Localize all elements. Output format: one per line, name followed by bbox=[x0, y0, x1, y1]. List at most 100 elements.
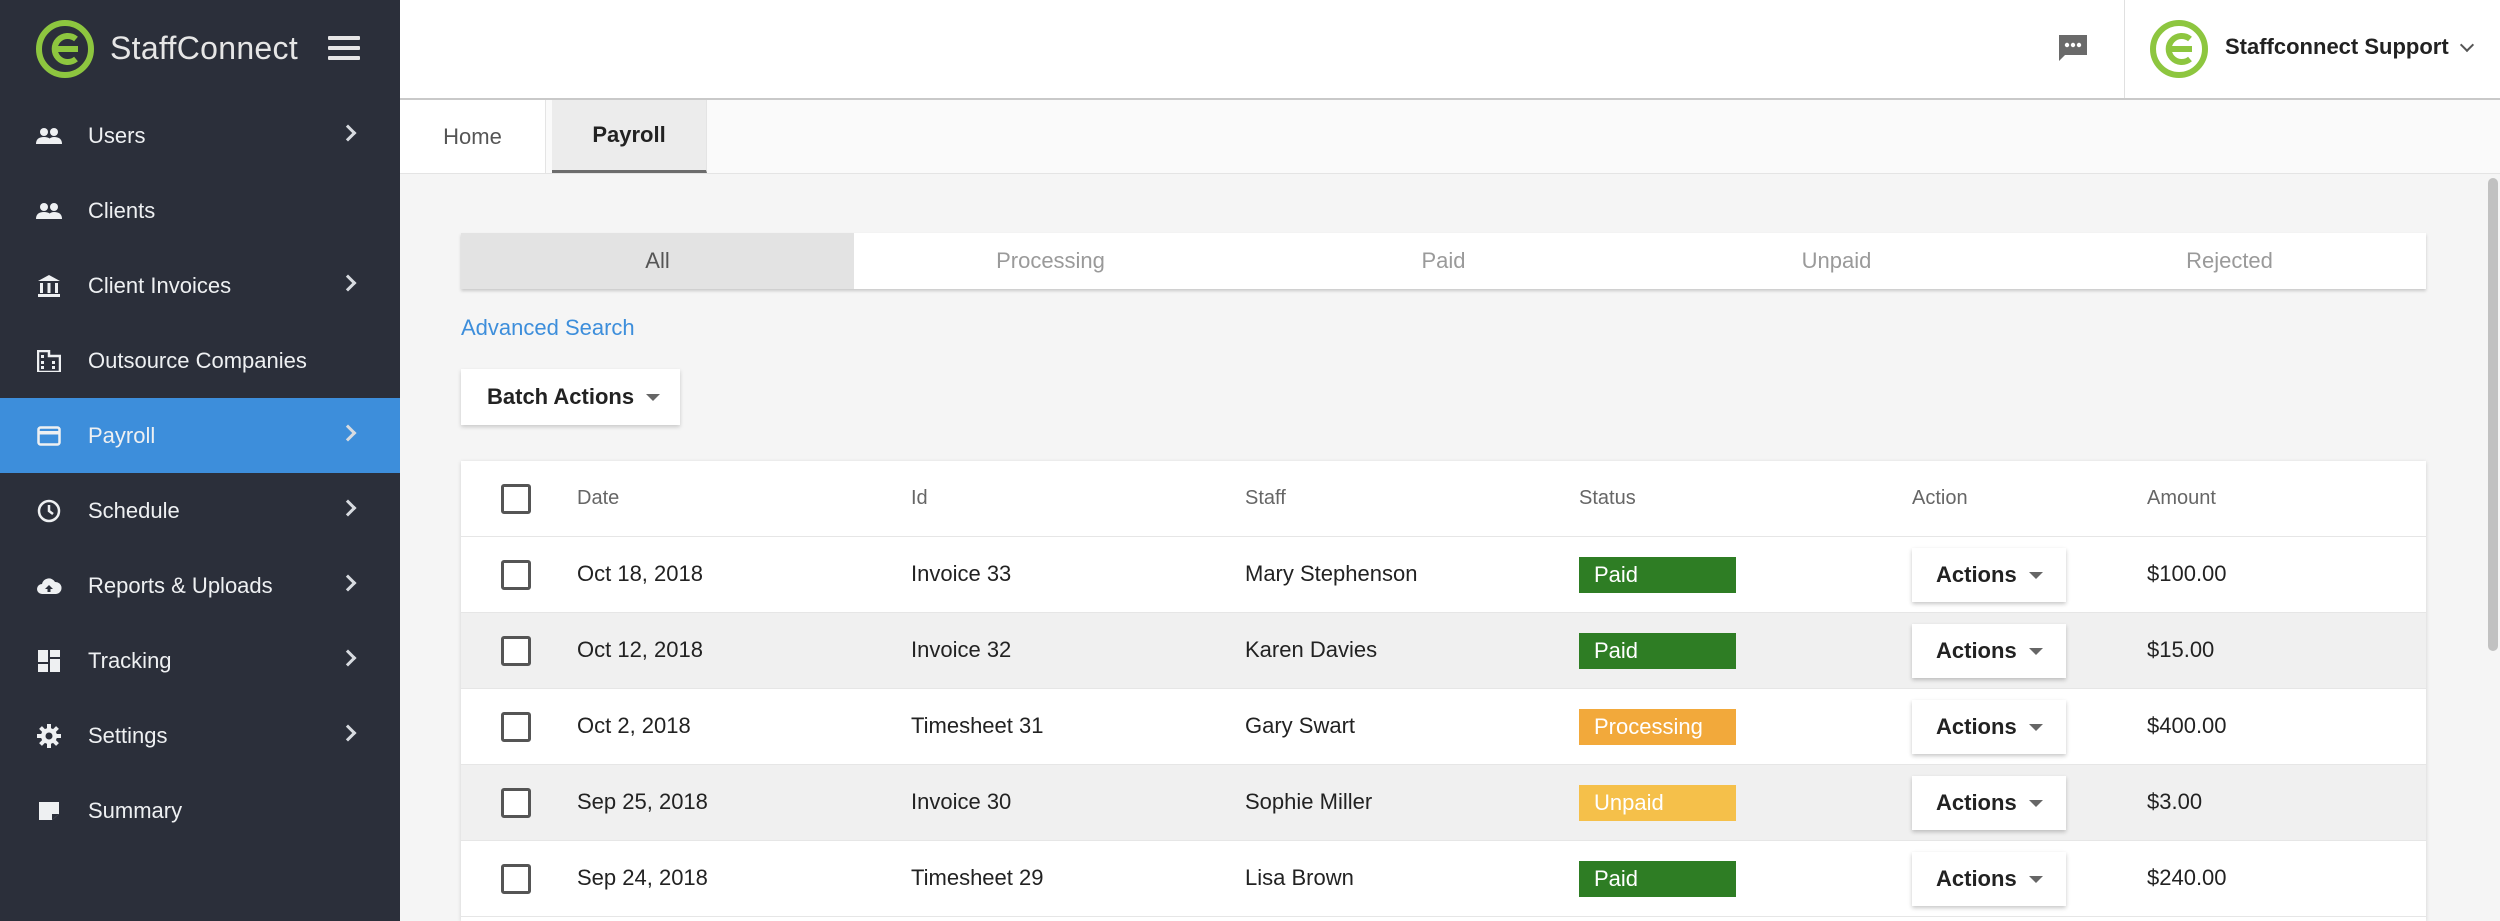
top-header: Staffconnect Support bbox=[400, 0, 2500, 100]
cell-staff: Gary Swart bbox=[1245, 713, 1356, 738]
cell-staff: Lisa Brown bbox=[1245, 865, 1354, 890]
sidebar-item-users[interactable]: Users bbox=[0, 98, 400, 173]
user-name[interactable]: Staffconnect Support bbox=[2225, 34, 2449, 59]
actions-label: Actions bbox=[1936, 638, 2017, 663]
sidebar-item-outsource-companies[interactable]: Outsource Companies bbox=[0, 323, 400, 398]
cell-id[interactable]: Invoice 32 bbox=[911, 637, 1012, 662]
cell-staff: Mary Stephenson bbox=[1245, 561, 1418, 586]
row-actions-button[interactable]: Actions bbox=[1912, 700, 2066, 754]
actions-label: Actions bbox=[1936, 562, 2017, 587]
hamburger-menu-icon[interactable] bbox=[328, 36, 360, 60]
cell-amount: $15.00 bbox=[2147, 637, 2215, 662]
caret-down-icon bbox=[646, 393, 661, 401]
sidebar-item-label: Tracking bbox=[88, 647, 172, 673]
bank-icon bbox=[36, 273, 62, 299]
cell-date: Sep 25, 2018 bbox=[577, 789, 708, 814]
header-divider bbox=[2124, 0, 2125, 98]
sidebar-item-label: Settings bbox=[88, 722, 168, 748]
row-actions-button[interactable]: Actions bbox=[1912, 852, 2066, 906]
brand: StaffConnect bbox=[0, 0, 400, 97]
cell-date: Oct 18, 2018 bbox=[577, 561, 703, 586]
cell-amount: $100.00 bbox=[2147, 561, 2227, 586]
table-row: Oct 18, 2018 Invoice 33 Mary Stephenson … bbox=[461, 537, 2426, 613]
sidebar-item-reports-uploads[interactable]: Reports & Uploads bbox=[0, 548, 400, 623]
tab-payroll[interactable]: Payroll bbox=[552, 100, 707, 173]
actions-label: Actions bbox=[1936, 866, 2017, 891]
sidebar-item-client-invoices[interactable]: Client Invoices bbox=[0, 248, 400, 323]
chevron-right-icon bbox=[339, 274, 357, 292]
status-badge: Paid bbox=[1579, 861, 1736, 897]
status-badge: Unpaid bbox=[1579, 785, 1736, 821]
header-amount[interactable]: Amount bbox=[2147, 487, 2216, 509]
row-checkbox[interactable] bbox=[501, 712, 531, 742]
cell-date: Oct 12, 2018 bbox=[577, 637, 703, 662]
header-date[interactable]: Date bbox=[577, 487, 620, 509]
header-staff[interactable]: Staff bbox=[1245, 487, 1286, 509]
sidebar-item-settings[interactable]: Settings bbox=[0, 698, 400, 773]
status-badge: Paid bbox=[1579, 633, 1736, 669]
tab-home[interactable]: Home bbox=[400, 100, 546, 173]
sidebar-item-tracking[interactable]: Tracking bbox=[0, 623, 400, 698]
cell-amount: $400.00 bbox=[2147, 713, 2227, 738]
header-id[interactable]: Id bbox=[911, 487, 928, 509]
row-actions-button[interactable]: Actions bbox=[1912, 548, 2066, 602]
caret-down-icon bbox=[2028, 571, 2043, 579]
sidebar-item-summary[interactable]: Summary bbox=[0, 773, 400, 848]
batch-actions-button[interactable]: Batch Actions bbox=[461, 369, 680, 425]
user-avatar-icon[interactable] bbox=[2150, 20, 2208, 78]
building-icon bbox=[36, 348, 62, 374]
caret-down-icon bbox=[2028, 647, 2043, 655]
note-icon bbox=[36, 798, 62, 824]
caret-down-icon bbox=[2028, 723, 2043, 731]
status-badge: Processing bbox=[1579, 709, 1736, 745]
cell-staff: Sophie Miller bbox=[1245, 789, 1373, 814]
sidebar: StaffConnect Users Clients Client Invoic… bbox=[0, 0, 400, 921]
actions-label: Actions bbox=[1936, 790, 2017, 815]
sidebar-item-label: Payroll bbox=[88, 422, 156, 448]
chevron-right-icon bbox=[339, 649, 357, 667]
staffconnect-logo-icon bbox=[36, 19, 94, 78]
chevron-right-icon bbox=[339, 574, 357, 592]
cell-id[interactable]: Timesheet 29 bbox=[911, 865, 1044, 890]
chat-icon[interactable] bbox=[2057, 34, 2089, 62]
row-checkbox[interactable] bbox=[501, 636, 531, 666]
sidebar-item-label: Schedule bbox=[88, 497, 180, 523]
chevron-down-icon[interactable] bbox=[2459, 37, 2475, 53]
sidebar-item-clients[interactable]: Clients bbox=[0, 173, 400, 248]
filter-paid[interactable]: Paid bbox=[1421, 248, 1466, 273]
row-checkbox[interactable] bbox=[501, 864, 531, 894]
filter-rejected[interactable]: Rejected bbox=[2186, 248, 2273, 273]
header-status[interactable]: Status bbox=[1579, 487, 1636, 509]
select-all-checkbox[interactable] bbox=[501, 484, 531, 514]
cell-date: Oct 2, 2018 bbox=[577, 713, 691, 738]
brand-name: StaffConnect bbox=[110, 30, 299, 66]
row-checkbox[interactable] bbox=[501, 788, 531, 818]
dashboard-icon bbox=[36, 648, 62, 674]
advanced-search-link[interactable]: Advanced Search bbox=[461, 315, 635, 340]
sidebar-item-payroll[interactable]: Payroll bbox=[0, 398, 400, 473]
chevron-right-icon bbox=[339, 124, 357, 142]
filter-processing[interactable]: Processing bbox=[996, 248, 1105, 273]
table-row: Oct 2, 2018 Timesheet 31 Gary Swart Proc… bbox=[461, 689, 2426, 765]
sidebar-item-schedule[interactable]: Schedule bbox=[0, 473, 400, 548]
cell-staff: Karen Davies bbox=[1245, 637, 1378, 662]
sidebar-item-label: Client Invoices bbox=[88, 272, 232, 298]
caret-down-icon bbox=[2028, 799, 2043, 807]
row-actions-button[interactable]: Actions bbox=[1912, 776, 2066, 830]
row-checkbox[interactable] bbox=[501, 560, 531, 590]
cell-id[interactable]: Invoice 30 bbox=[911, 789, 1012, 814]
table-header: Date Id Staff Status Action Amount bbox=[461, 461, 2426, 537]
clients-icon bbox=[36, 198, 62, 224]
row-actions-button[interactable]: Actions bbox=[1912, 624, 2066, 678]
cloud-upload-icon bbox=[36, 573, 62, 599]
status-filter-segment: All Processing Paid Unpaid Rejected bbox=[461, 233, 2426, 289]
filter-all[interactable]: All bbox=[461, 233, 854, 289]
tab-bar: Home Payroll bbox=[400, 100, 2500, 174]
users-icon bbox=[36, 123, 62, 149]
filter-unpaid[interactable]: Unpaid bbox=[1801, 248, 1872, 273]
vertical-scrollbar[interactable] bbox=[2488, 178, 2498, 651]
cell-id[interactable]: Invoice 33 bbox=[911, 561, 1012, 586]
cell-amount: $240.00 bbox=[2147, 865, 2227, 890]
credit-card-icon bbox=[36, 423, 62, 449]
cell-id[interactable]: Timesheet 31 bbox=[911, 713, 1044, 738]
